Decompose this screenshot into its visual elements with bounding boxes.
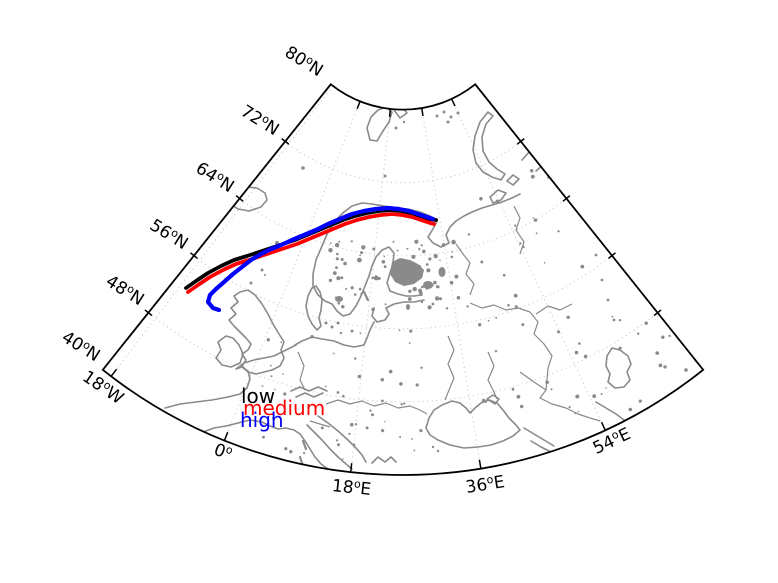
coastlines	[164, 106, 633, 474]
lakes	[249, 110, 699, 460]
lat-tick-72n	[516, 138, 525, 145]
lat-tick-56n	[190, 252, 198, 259]
lon-label-54e: 54oE	[590, 423, 634, 459]
legend-label-medium: medium	[243, 396, 326, 420]
meridian-54e	[451, 98, 606, 431]
trajectory-high	[205, 205, 436, 313]
legend-label-high: high	[240, 408, 284, 432]
lon-tick-top-18	[388, 108, 392, 117]
graticule-grid	[110, 85, 658, 473]
meridian--18e	[110, 85, 334, 377]
meridian-18e	[350, 108, 391, 473]
lat-label-64n: 64oN	[192, 158, 238, 198]
lon-tick-top-36	[420, 107, 424, 117]
lon-label-36e: 36oE	[464, 471, 506, 498]
lat-label-80n: 80oN	[281, 42, 327, 82]
lon-tick-top-0	[356, 101, 361, 110]
map-boundary	[101, 83, 705, 476]
lon-tick-bottom-18	[349, 463, 353, 473]
boundary-ticks	[110, 98, 662, 473]
meridian-36e	[421, 108, 482, 469]
lon-label-18w: 18oW	[78, 366, 127, 409]
lat-tick-48n	[653, 309, 662, 317]
lon-tick-bottom--18	[110, 368, 118, 377]
lon-tick-bottom-54	[600, 421, 606, 431]
lat-label-40n: 40oN	[58, 327, 104, 367]
parallel-72n	[284, 141, 522, 184]
meridian-0e	[223, 101, 361, 441]
lat-tick-56n	[608, 252, 616, 259]
rivers	[297, 205, 601, 428]
lat-tick-72n	[281, 138, 290, 145]
lon-tick-top-54	[450, 98, 456, 107]
lat-label-56n: 56oN	[146, 215, 192, 255]
lon-label-18e: 18oE	[331, 475, 372, 500]
map-interior	[110, 85, 699, 474]
trajectory-medium	[186, 212, 436, 294]
lat-tick-64n	[562, 195, 571, 202]
lon-tick-bottom-0	[223, 431, 229, 441]
legend-label-low: low	[241, 384, 276, 408]
lat-label-48n: 48oN	[102, 271, 148, 311]
lat-label-72n: 72oN	[237, 101, 283, 141]
lon-tick-bottom-36	[478, 459, 482, 469]
trajectories	[184, 205, 438, 313]
parallel-48n	[148, 312, 658, 403]
lat-tick-48n	[144, 309, 153, 317]
lat-tick-64n	[235, 195, 244, 202]
